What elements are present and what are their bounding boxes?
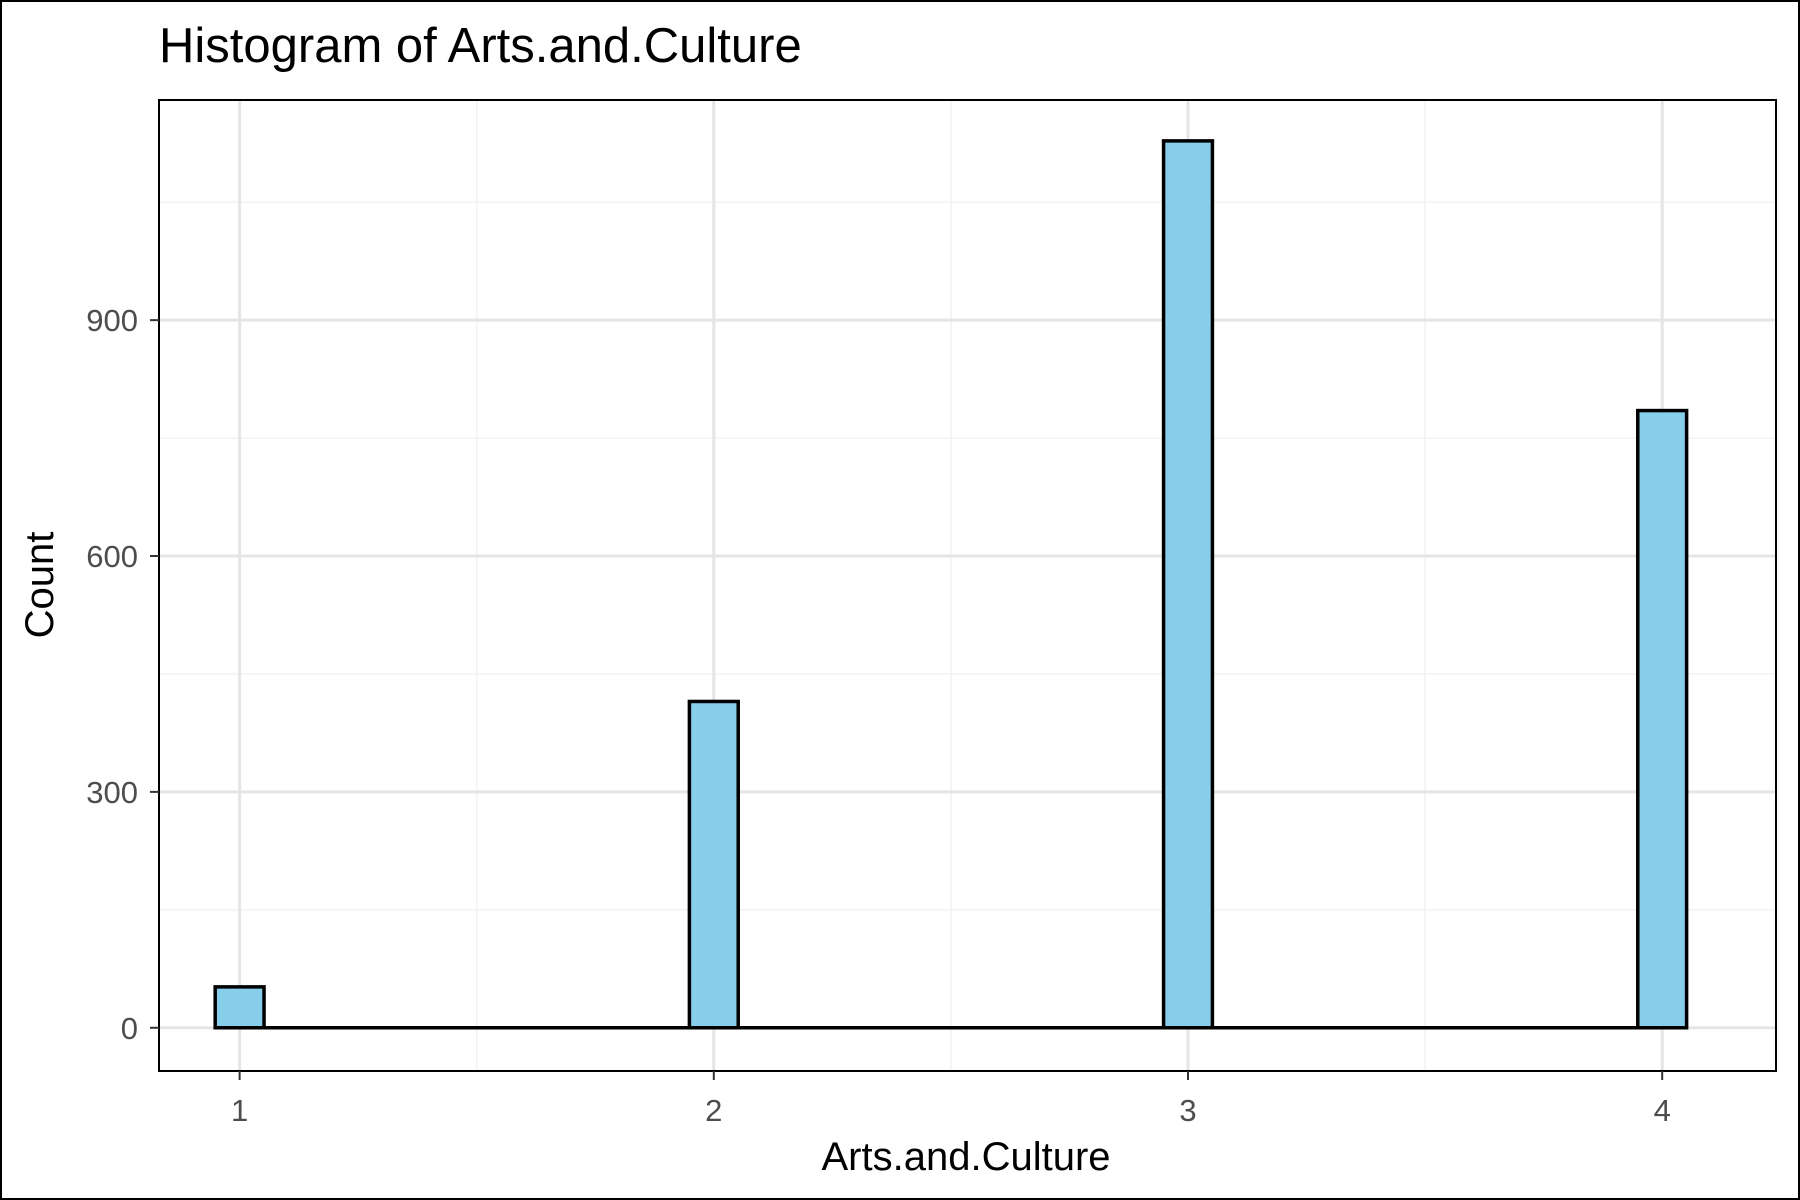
- histogram-bar: [687, 699, 740, 1030]
- y-tick-label: 600: [86, 539, 138, 574]
- panel-border: [158, 99, 1777, 1072]
- y-axis-title: Count: [18, 532, 62, 639]
- x-tick-label: 2: [705, 1093, 722, 1128]
- x-axis-title: Arts.and.Culture: [821, 1135, 1110, 1179]
- histogram-bar: [1161, 139, 1215, 1030]
- histogram-bar: [1636, 408, 1689, 1030]
- x-tick-label: 3: [1179, 1093, 1196, 1128]
- y-tick-label: 300: [86, 775, 138, 810]
- plot-panel: [158, 99, 1777, 1072]
- x-tick-label: 1: [231, 1093, 248, 1128]
- y-tick-label: 900: [86, 303, 138, 338]
- histogram-bar: [213, 985, 266, 1030]
- chart-title: Histogram of Arts.and.Culture: [159, 19, 802, 73]
- x-tick-label: 4: [1654, 1093, 1671, 1128]
- y-tick-label: 0: [121, 1011, 138, 1046]
